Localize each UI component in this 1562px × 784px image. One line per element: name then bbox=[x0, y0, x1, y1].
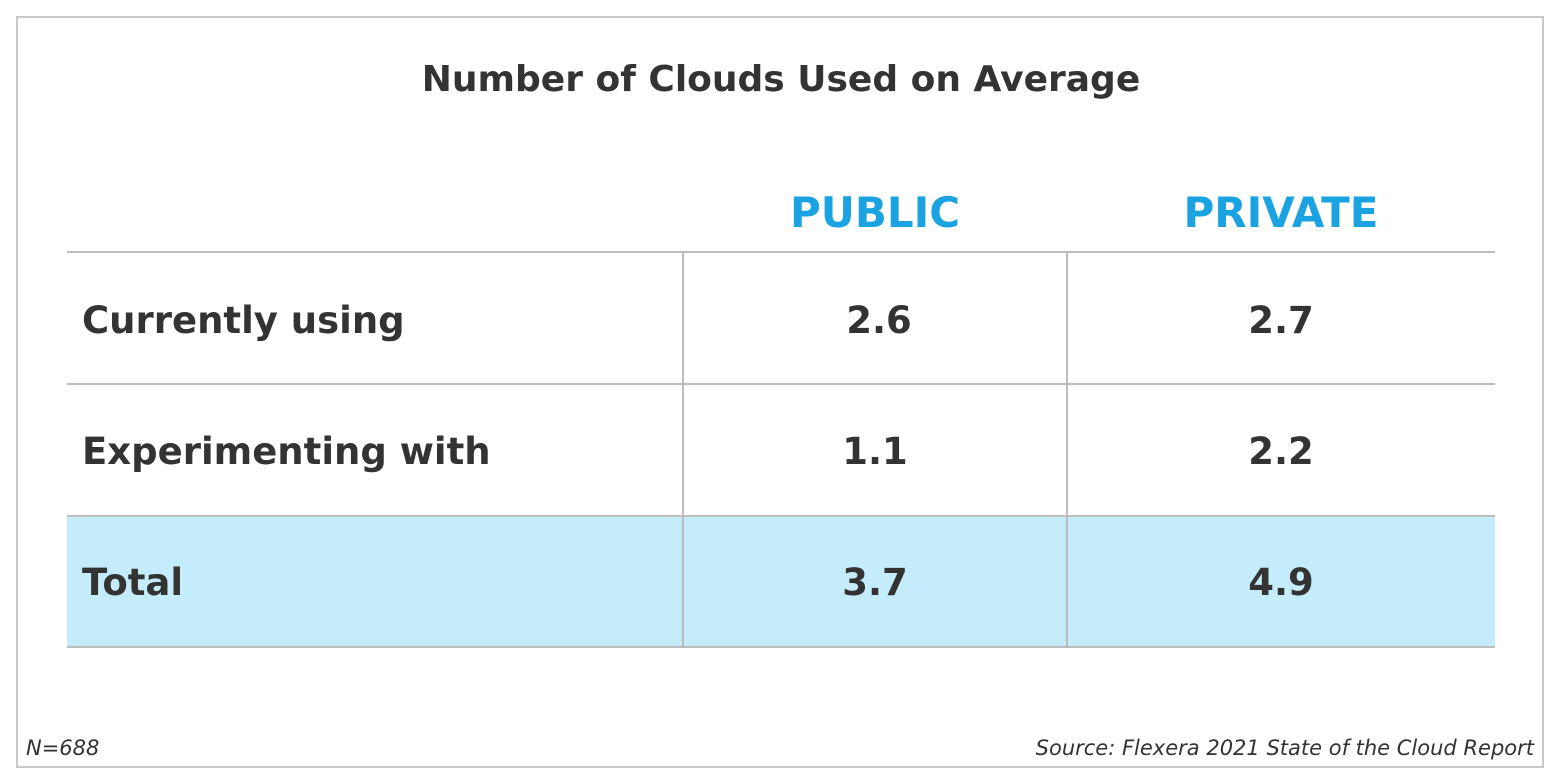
cell-value: 4.9 bbox=[1248, 561, 1314, 604]
cell-value: 2.6 bbox=[846, 299, 912, 342]
table-rule bbox=[67, 515, 1495, 517]
table-rule-bottom bbox=[67, 646, 1495, 648]
row-label-total: Total bbox=[82, 561, 184, 604]
source-note: Source: Flexera 2021 State of the Cloud … bbox=[1035, 736, 1534, 760]
cell-value: 1.1 bbox=[842, 430, 908, 473]
total-row-highlight bbox=[67, 516, 1495, 647]
cell-value: 2.7 bbox=[1248, 299, 1314, 342]
cell-value: 2.2 bbox=[1248, 430, 1314, 473]
column-divider bbox=[682, 252, 684, 647]
row-label-experimenting-with: Experimenting with bbox=[82, 430, 491, 473]
table-rule bbox=[67, 383, 1495, 385]
cell-value: 3.7 bbox=[842, 561, 908, 604]
column-divider bbox=[1066, 252, 1068, 647]
table-rule-top bbox=[67, 251, 1495, 253]
chart-frame bbox=[16, 16, 1544, 768]
row-label-currently-using: Currently using bbox=[82, 299, 405, 342]
column-header-private: PRIVATE bbox=[1183, 188, 1379, 237]
column-header-public: PUBLIC bbox=[789, 188, 961, 237]
chart-title: Number of Clouds Used on Average bbox=[421, 59, 1141, 100]
sample-size-note: N=688 bbox=[26, 736, 100, 760]
